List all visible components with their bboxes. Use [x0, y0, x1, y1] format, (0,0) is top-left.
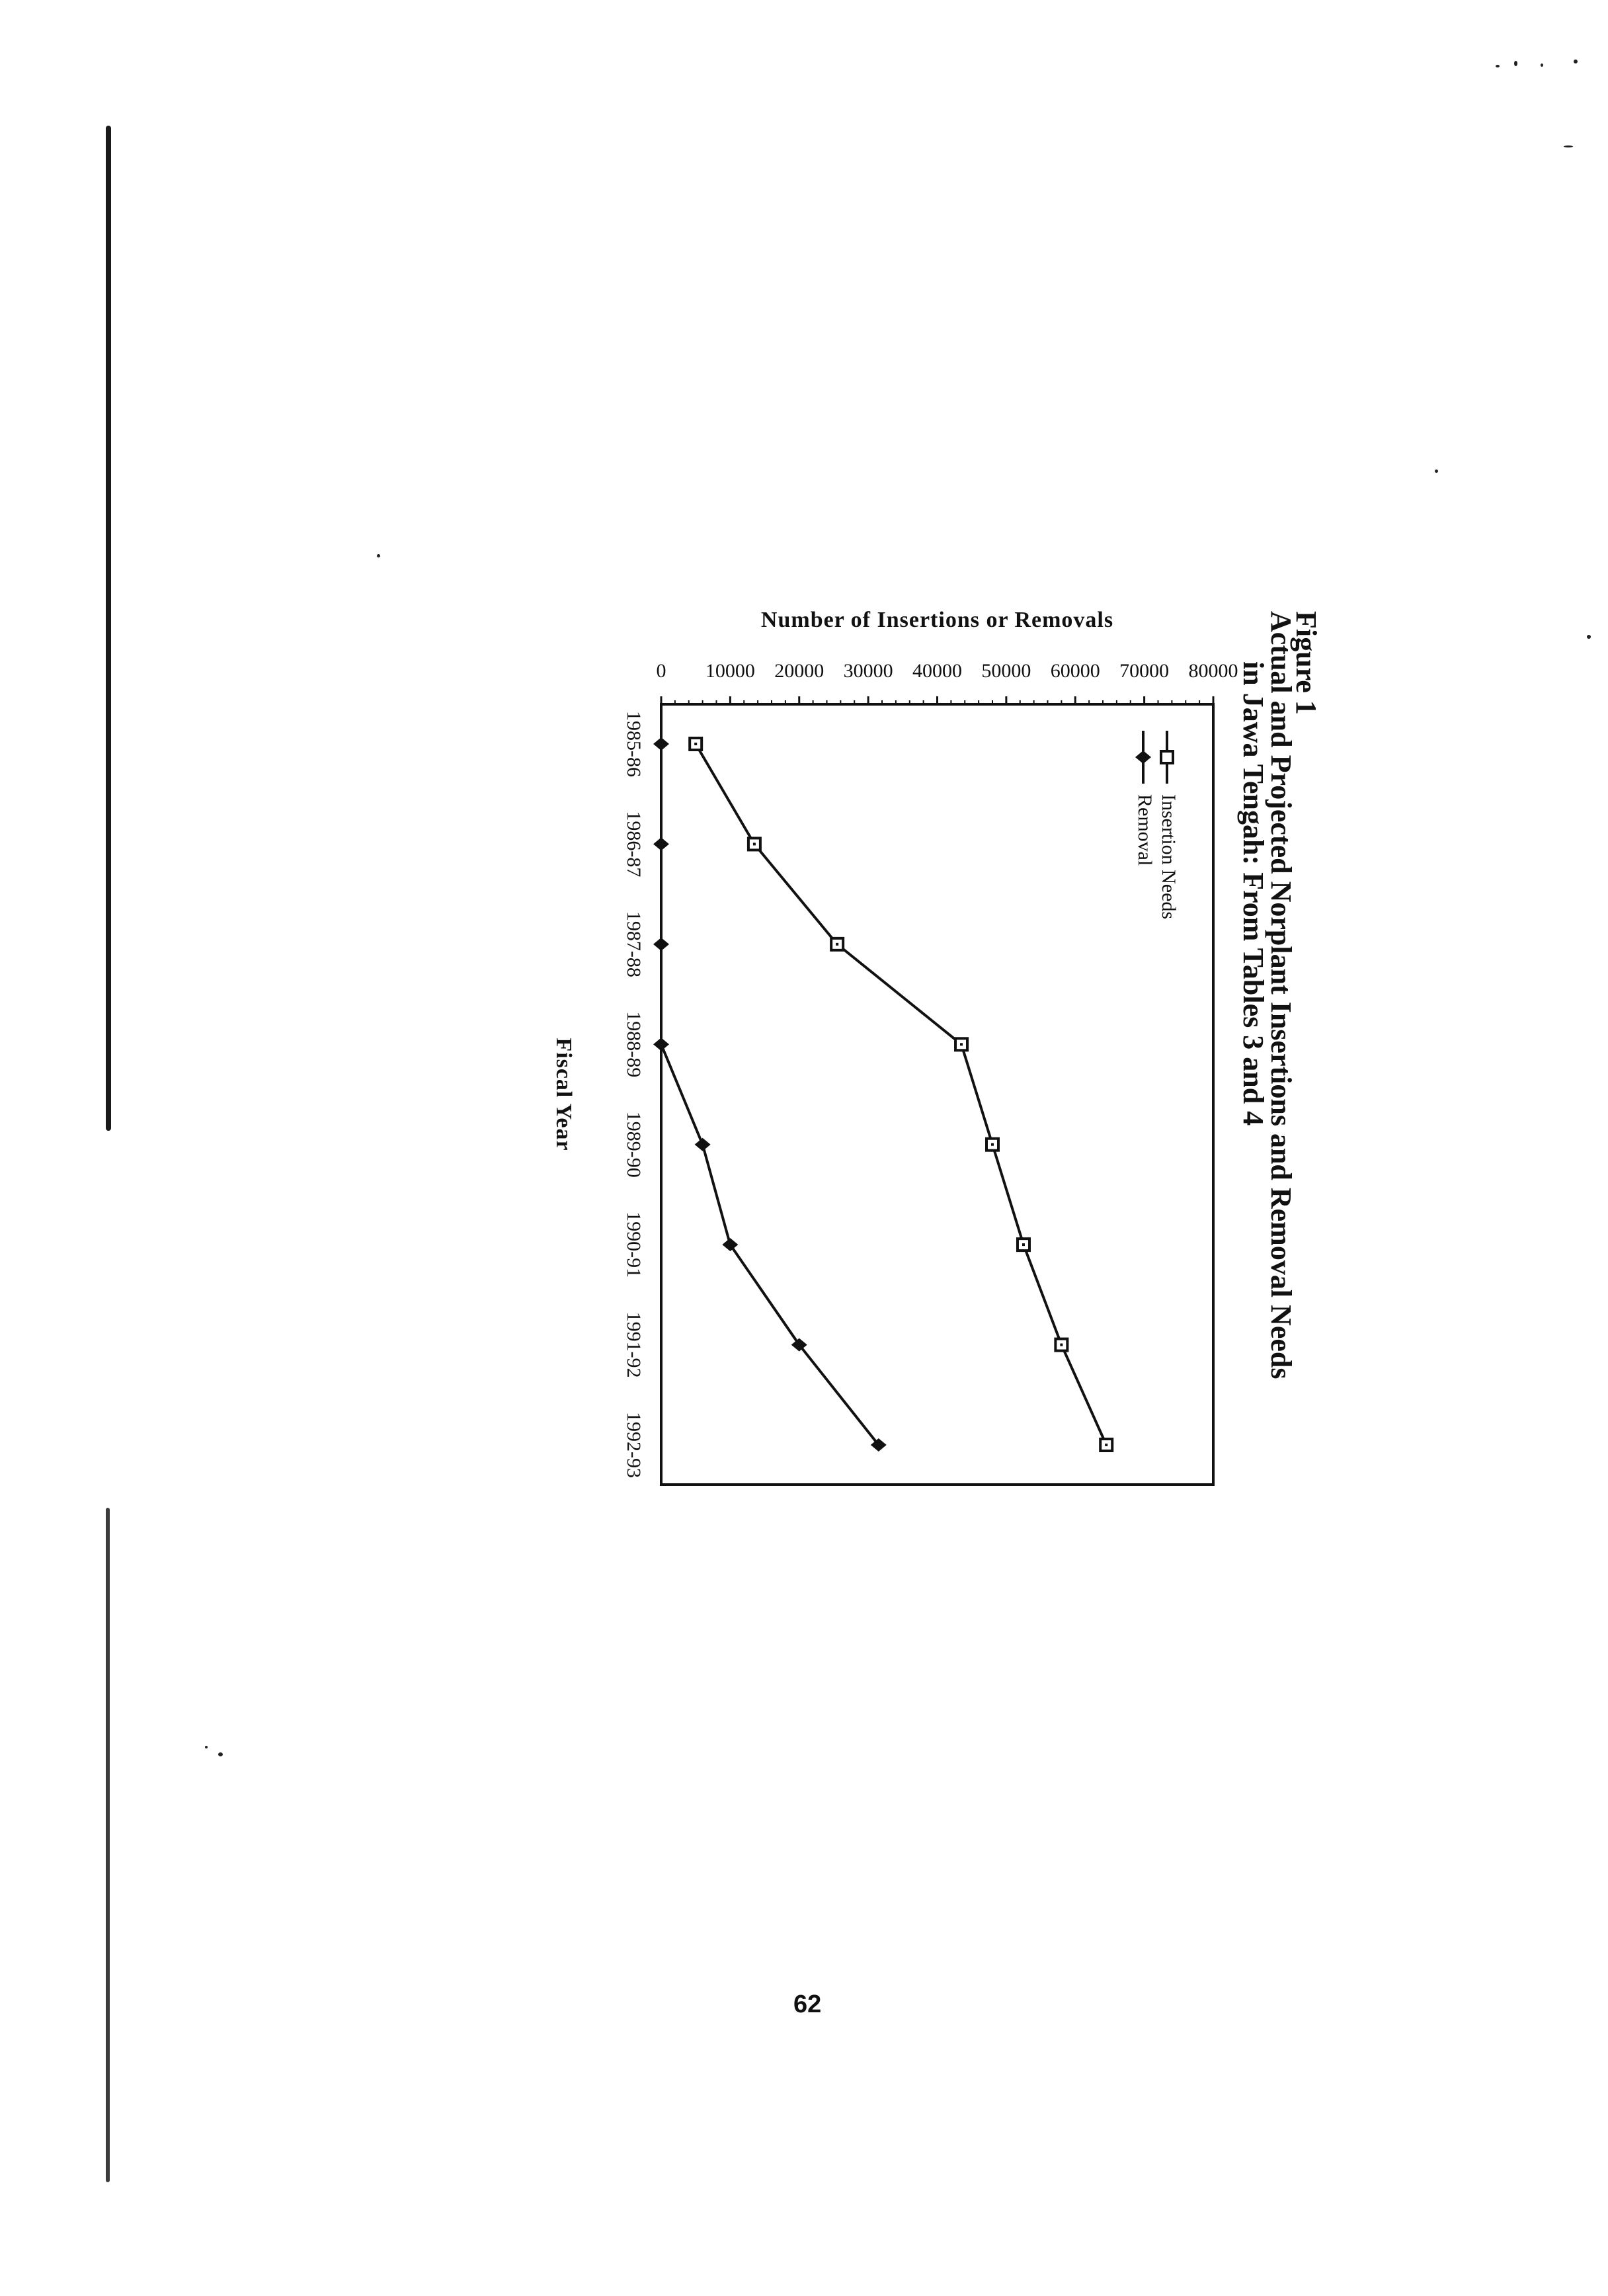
binding-edge-mark — [106, 126, 111, 1131]
x-tick-label: 1989-90 — [623, 1112, 645, 1178]
y-tick-label: 40000 — [912, 660, 962, 682]
y-axis-title: Number of Insertions or Removals — [761, 608, 1113, 632]
scan-speck — [205, 1746, 208, 1748]
insertion-point-center — [1060, 1343, 1063, 1346]
scan-speck — [1541, 63, 1543, 67]
series-line-1 — [660, 744, 880, 1446]
legend-marker-diamond — [1135, 751, 1151, 764]
insertion-point-center — [1105, 1444, 1108, 1446]
insertion-point-center — [694, 743, 698, 745]
insertion-point-center — [1022, 1243, 1025, 1247]
insertion-point-center — [836, 942, 839, 946]
removal-point — [653, 737, 669, 751]
page-number: 62 — [793, 1990, 822, 2018]
y-tick-label: 50000 — [981, 660, 1031, 682]
removal-point — [791, 1338, 807, 1352]
removal-point — [653, 1038, 669, 1051]
y-tick-label: 80000 — [1189, 660, 1238, 682]
series-line-0 — [694, 743, 1108, 1446]
y-tick-label: 20000 — [774, 660, 824, 682]
x-tick-label: 1992-93 — [623, 1412, 645, 1478]
legend-marker-square — [1160, 750, 1174, 764]
insertion-point-center — [960, 1043, 963, 1046]
x-tick-label: 1985-86 — [623, 711, 645, 777]
removal-point — [653, 837, 669, 851]
insertion-point-center — [991, 1143, 994, 1146]
removal-point — [653, 937, 669, 951]
scan-speck — [1496, 65, 1500, 67]
x-axis-title: Fiscal Year — [551, 1038, 576, 1151]
removal-point — [870, 1438, 887, 1452]
removal-point — [694, 1137, 711, 1151]
y-tick-label: 30000 — [844, 660, 893, 682]
y-tick-label: 70000 — [1119, 660, 1169, 682]
x-tick-label: 1988-89 — [623, 1011, 645, 1077]
removal-point — [722, 1238, 739, 1252]
x-tick-label: 1987-88 — [623, 911, 645, 977]
insertion-point-center — [752, 842, 756, 846]
scan-speck — [1587, 635, 1591, 639]
plot-frame — [660, 703, 1215, 1486]
y-tick-label: 0 — [657, 660, 666, 682]
binding-edge-mark-lower — [106, 1508, 110, 2182]
x-tick-label: 1986-87 — [623, 811, 645, 877]
line-chart: 0 10000 20000 30000 40000 50000 60000 70000 8000… — [551, 608, 1238, 1486]
scan-speck — [1564, 145, 1573, 147]
figure-block: Figure 1 Actual and Projected Norplant I… — [551, 542, 1322, 1627]
y-tick-label: 10000 — [705, 660, 755, 682]
x-tick-label: 1990-91 — [623, 1211, 645, 1278]
y-tick-label: 60000 — [1051, 660, 1100, 682]
scan-speck — [1435, 470, 1438, 473]
legend-label-1: Removal — [1134, 794, 1156, 866]
legend-label-0: Insertion Needs — [1158, 794, 1180, 919]
scan-speck — [1514, 61, 1517, 66]
scan-speck — [377, 554, 380, 557]
x-tick-label: 1991-92 — [623, 1312, 645, 1378]
scan-speck — [218, 1752, 223, 1756]
scan-speck — [1574, 60, 1578, 63]
